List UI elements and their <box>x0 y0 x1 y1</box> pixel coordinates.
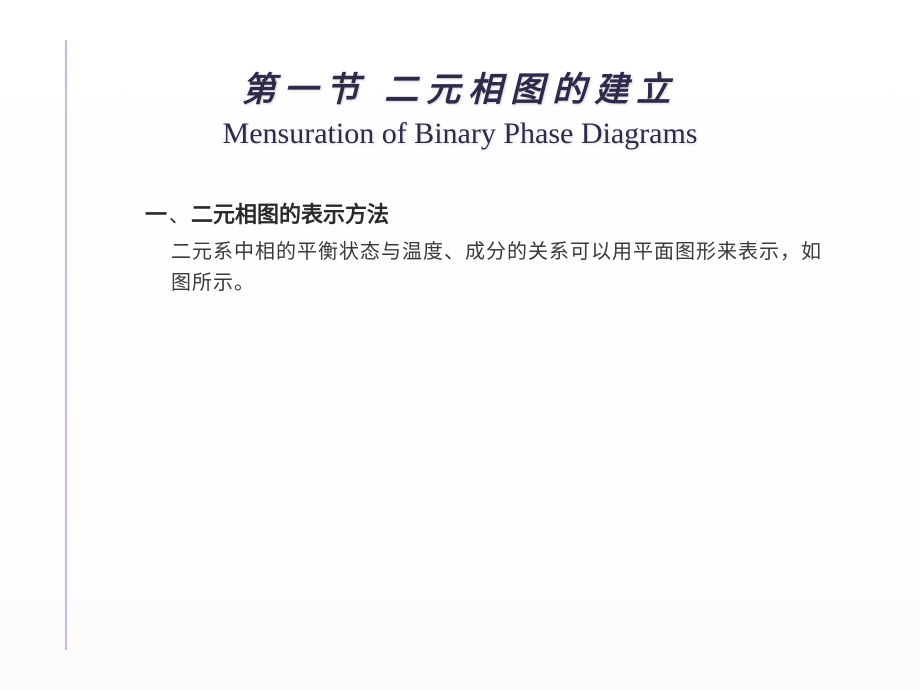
slide-title-chinese: 第一节 二元相图的建立 <box>80 62 840 111</box>
title-block: 第一节 二元相图的建立 Mensuration of Binary Phase … <box>0 0 920 151</box>
section-heading-row: 一 、 二元相图的表示方法 <box>145 197 830 229</box>
slide-title-english: Mensuration of Binary Phase Diagrams <box>80 117 840 151</box>
section-heading: 二元相图的表示方法 <box>191 197 389 229</box>
slide-container: 第一节 二元相图的建立 Mensuration of Binary Phase … <box>0 0 920 690</box>
section-body-text: 二元系中相的平衡状态与温度、成分的关系可以用平面图形来表示，如图所示。 <box>145 237 830 299</box>
section-number: 一 <box>145 197 167 229</box>
decorative-vertical-line <box>65 40 67 650</box>
section-separator: 、 <box>169 199 189 228</box>
content-area: 一 、 二元相图的表示方法 二元系中相的平衡状态与温度、成分的关系可以用平面图形… <box>0 197 920 299</box>
